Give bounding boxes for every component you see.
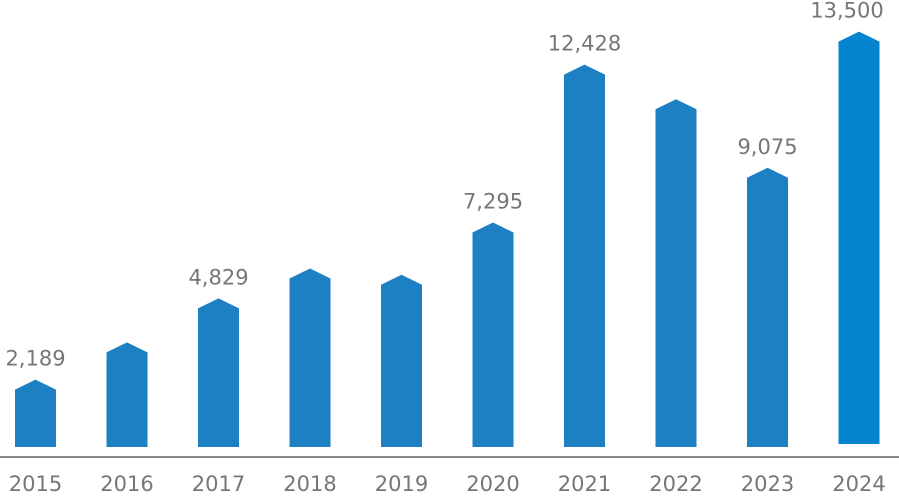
bar-2024 (838, 31, 880, 444)
data-label: 4,829 (188, 265, 248, 289)
x-tick-label: 2018 (283, 472, 336, 495)
bars-group (15, 31, 880, 448)
bar-2015 (15, 379, 56, 447)
bar-2021 (564, 64, 605, 447)
bar-2019 (381, 274, 422, 447)
bar-2017 (198, 298, 239, 447)
x-tick-label: 2015 (9, 472, 62, 495)
bar-2020 (472, 222, 514, 447)
data-label: 13,500 (810, 0, 883, 23)
x-tick-label: 2022 (649, 472, 702, 495)
data-label: 2,189 (5, 347, 65, 371)
x-tick-labels: 2015 2016 2017 2018 2019 2020 2021 2022 2023 2024 (9, 472, 886, 496)
bar-2016 (106, 342, 148, 447)
bar-2022 (655, 99, 697, 448)
data-labels: 2,189 4,829 7,295 12,428 9,075 13,500 (5, 0, 883, 371)
bar-2023 (747, 167, 788, 447)
x-tick-label: 2023 (741, 472, 794, 495)
bar-2018 (289, 268, 331, 447)
x-tick-label: 2019 (375, 472, 428, 495)
x-tick-label: 2024 (832, 472, 885, 495)
data-label: 12,428 (548, 32, 621, 56)
data-label: 9,075 (737, 135, 797, 159)
data-label: 7,295 (463, 190, 523, 214)
x-tick-label: 2021 (558, 472, 611, 495)
x-tick-label: 2016 (100, 472, 153, 495)
x-tick-label: 2020 (466, 472, 519, 495)
x-tick-label: 2017 (192, 472, 245, 495)
